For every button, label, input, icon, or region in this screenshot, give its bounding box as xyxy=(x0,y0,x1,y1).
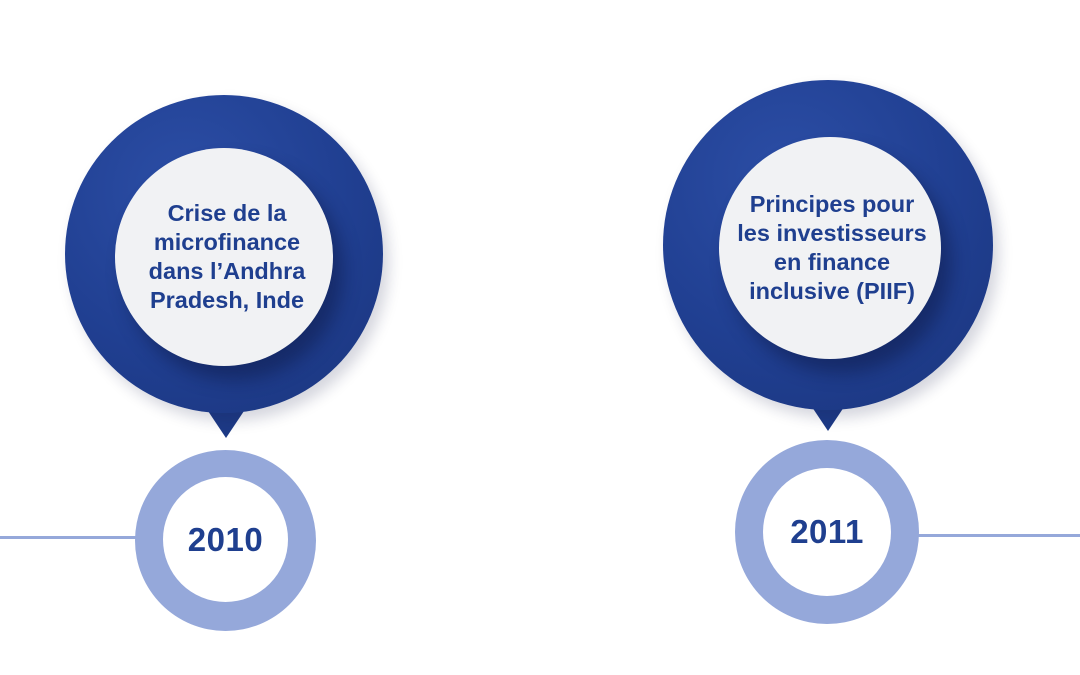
year-label-circle-2011: 2011 xyxy=(763,468,891,596)
event-bubble-2010: Crise de la microfinance dans l’Andhra P… xyxy=(65,95,383,413)
event-description-circle-2011: Principes pour les investisseurs en fina… xyxy=(719,137,941,359)
event-description-2010: Crise de la microfinance dans l’Andhra P… xyxy=(148,200,306,313)
timeline-line-left xyxy=(0,536,140,539)
event-bubble-2011: Principes pour les investisseurs en fina… xyxy=(663,80,993,410)
year-label-2010: 2010 xyxy=(187,520,264,558)
event-description-circle-2010: Crise de la microfinance dans l’Andhra P… xyxy=(115,148,333,366)
year-label-2011: 2011 xyxy=(790,513,864,550)
bubble-pointer-2010 xyxy=(206,408,246,438)
event-description-2011: Principes pour les investisseurs en fina… xyxy=(737,191,927,304)
year-marker-2010: 2010 xyxy=(135,450,316,631)
year-marker-2011: 2011 xyxy=(735,440,919,624)
year-label-circle-2010: 2010 xyxy=(163,477,288,602)
timeline-line-right xyxy=(915,534,1080,537)
